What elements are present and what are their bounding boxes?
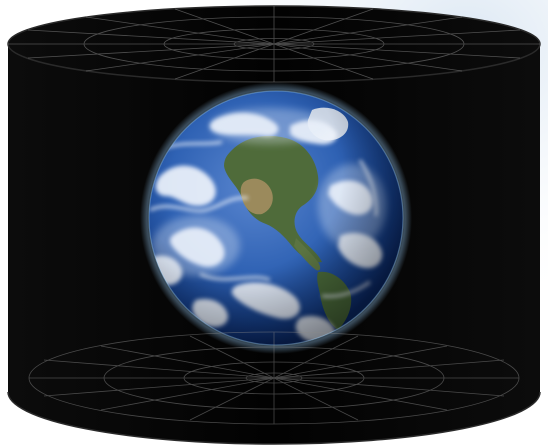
bottom-polar-grid	[28, 331, 520, 425]
top-polar-grid	[8, 6, 540, 82]
earth-globe	[140, 82, 412, 354]
cylinder-bottom-rim	[7, 391, 541, 445]
